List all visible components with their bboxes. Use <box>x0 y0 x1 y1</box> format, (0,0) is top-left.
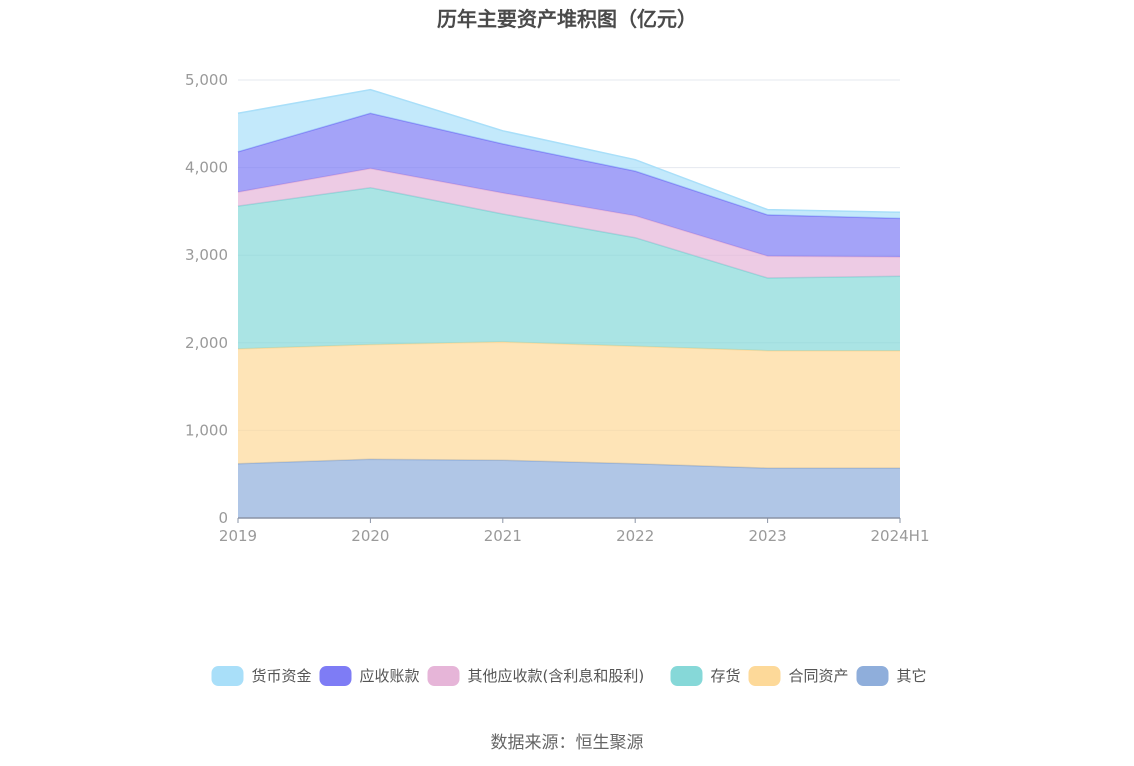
y-tick-label: 0 <box>218 509 228 527</box>
x-tick-label: 2019 <box>219 527 257 545</box>
chart-title: 历年主要资产堆积图（亿元） <box>437 7 697 31</box>
series-line-5 <box>237 88 901 214</box>
x-tick-label: 2023 <box>749 527 787 545</box>
axes: 0 1,000 2,000 3,000 4,000 5,000 2019 2020 2021 20… <box>185 71 929 545</box>
legend-label: 其它 <box>897 667 927 685</box>
legend-label: 合同资产 <box>789 667 849 685</box>
legend: 货币资金 应收账款 其他应收款(含利息和股利) 存货 合同资产 其它 <box>211 666 927 686</box>
legend-swatch <box>211 666 244 686</box>
legend-item[interactable]: 存货 <box>670 666 741 686</box>
legend-swatch <box>748 666 781 686</box>
legend-item[interactable]: 其它 <box>856 666 927 686</box>
legend-label: 其他应收款(含利息和股利) <box>468 667 645 685</box>
area-series-1 <box>238 341 900 469</box>
legend-label: 应收账款 <box>360 667 420 685</box>
y-tick-label: 4,000 <box>185 159 228 177</box>
legend-item[interactable]: 应收账款 <box>319 666 420 686</box>
legend-item[interactable]: 其他应收款(含利息和股利) <box>427 666 645 686</box>
legend-label: 存货 <box>711 667 741 685</box>
source-text: 数据来源：恒生聚源 <box>491 733 644 753</box>
x-tick-label: 2024H1 <box>871 527 930 545</box>
x-tick-label: 2022 <box>616 527 654 545</box>
area-series-0 <box>238 459 900 518</box>
legend-swatch <box>856 666 889 686</box>
x-tick-label: 2020 <box>351 527 389 545</box>
legend-swatch <box>319 666 352 686</box>
area-series-2 <box>238 187 900 351</box>
area-series-5 <box>238 89 900 219</box>
legend-item[interactable]: 货币资金 <box>211 666 312 686</box>
legend-label: 货币资金 <box>252 667 312 685</box>
x-tick-label: 2021 <box>484 527 522 545</box>
legend-swatch <box>427 666 460 686</box>
y-tick-label: 2,000 <box>185 334 228 352</box>
y-tick-label: 5,000 <box>185 71 228 89</box>
legend-item[interactable]: 合同资产 <box>748 666 849 686</box>
area-series-4 <box>238 113 900 257</box>
legend-swatch <box>670 666 703 686</box>
y-tick-label: 3,000 <box>185 246 228 264</box>
y-tick-label: 1,000 <box>185 421 228 439</box>
area-series-3 <box>238 168 900 278</box>
plot-area <box>237 88 901 518</box>
